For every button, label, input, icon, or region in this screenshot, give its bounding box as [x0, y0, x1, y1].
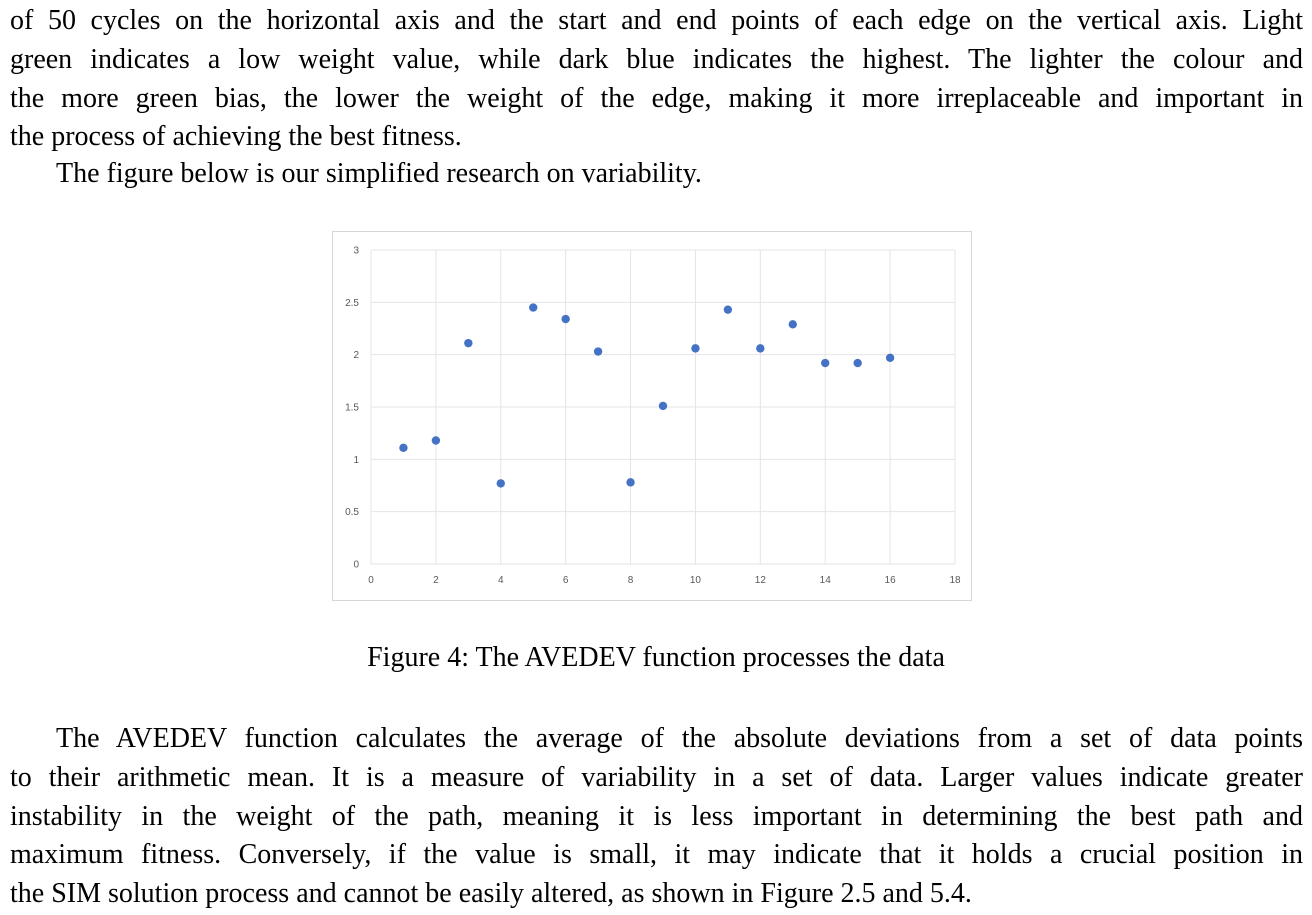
data-point: [885, 353, 895, 363]
data-point: [561, 314, 570, 324]
x-tick-label: 14: [820, 575, 832, 586]
y-tick-label: 3: [353, 246, 359, 257]
text-line: The AVEDEV function calculates the avera…: [56, 723, 1303, 754]
y-tick-label: 2: [353, 350, 359, 361]
text-line: the more green bias, the lower the weigh…: [10, 82, 1303, 114]
text-line: The figure below is our simplified resea…: [56, 158, 702, 189]
paragraph-bottom: The AVEDEV function calculates the avera…: [10, 720, 1303, 914]
y-tick-label: 2.5: [345, 298, 359, 309]
data-point: [788, 320, 797, 329]
data-point: [529, 303, 538, 312]
text-line: green indicates a low weight value, whil…: [10, 43, 1303, 75]
paragraph-top: of 50 cycles on the horizontal axis and …: [10, 2, 1303, 157]
data-point: [723, 305, 733, 314]
text-line: of 50 cycles on the horizontal axis and …: [10, 5, 1303, 36]
data-point: [431, 436, 441, 445]
text-line: the SIM solution process and cannot be e…: [10, 878, 972, 910]
x-tick-label: 18: [949, 575, 961, 586]
x-tick-label: 0: [368, 575, 374, 586]
x-tick-label: 6: [563, 575, 569, 586]
figure-caption: Figure 4: The AVEDEV function processes …: [367, 642, 945, 673]
data-point: [399, 443, 408, 453]
text-line: the process of achieving the best fitnes…: [10, 121, 462, 153]
data-point: [593, 347, 603, 356]
data-point: [691, 344, 700, 353]
text-line: instability in the weight of the path, m…: [10, 800, 1303, 832]
data-point: [658, 401, 668, 411]
y-tick-label: 0: [353, 560, 359, 571]
x-tick-label: 10: [690, 575, 702, 586]
chart-canvas: 0 0.5 1 1.5 2 2.5 3 0 2 4 6 8 10 12 14 16 18: [345, 246, 961, 587]
x-tick-label: 8: [628, 575, 634, 586]
x-tick-label: 12: [755, 575, 767, 586]
data-point: [464, 338, 473, 348]
x-tick-label: 16: [885, 575, 897, 586]
y-tick-label: 0.5: [345, 507, 359, 518]
data-point: [821, 358, 830, 368]
paragraph-intro: The figure below is our simplified resea…: [10, 155, 1303, 194]
text-line: maximum fitness. Conversely, if the valu…: [10, 839, 1303, 871]
y-tick-label: 1: [353, 455, 359, 466]
x-tick-label: 4: [498, 575, 504, 586]
x-tick-label: 2: [433, 575, 439, 586]
scatter-chart: 0 0.5 1 1.5 2 2.5 3 0 2 4 6 8 10 12 14 16 18: [332, 231, 972, 601]
y-tick-label: 1.5: [345, 403, 359, 414]
data-point: [496, 479, 505, 488]
text-line: to their arithmetic mean. It is a measur…: [10, 761, 1303, 793]
data-point: [756, 344, 765, 353]
data-point: [853, 358, 862, 368]
data-point: [626, 478, 635, 487]
